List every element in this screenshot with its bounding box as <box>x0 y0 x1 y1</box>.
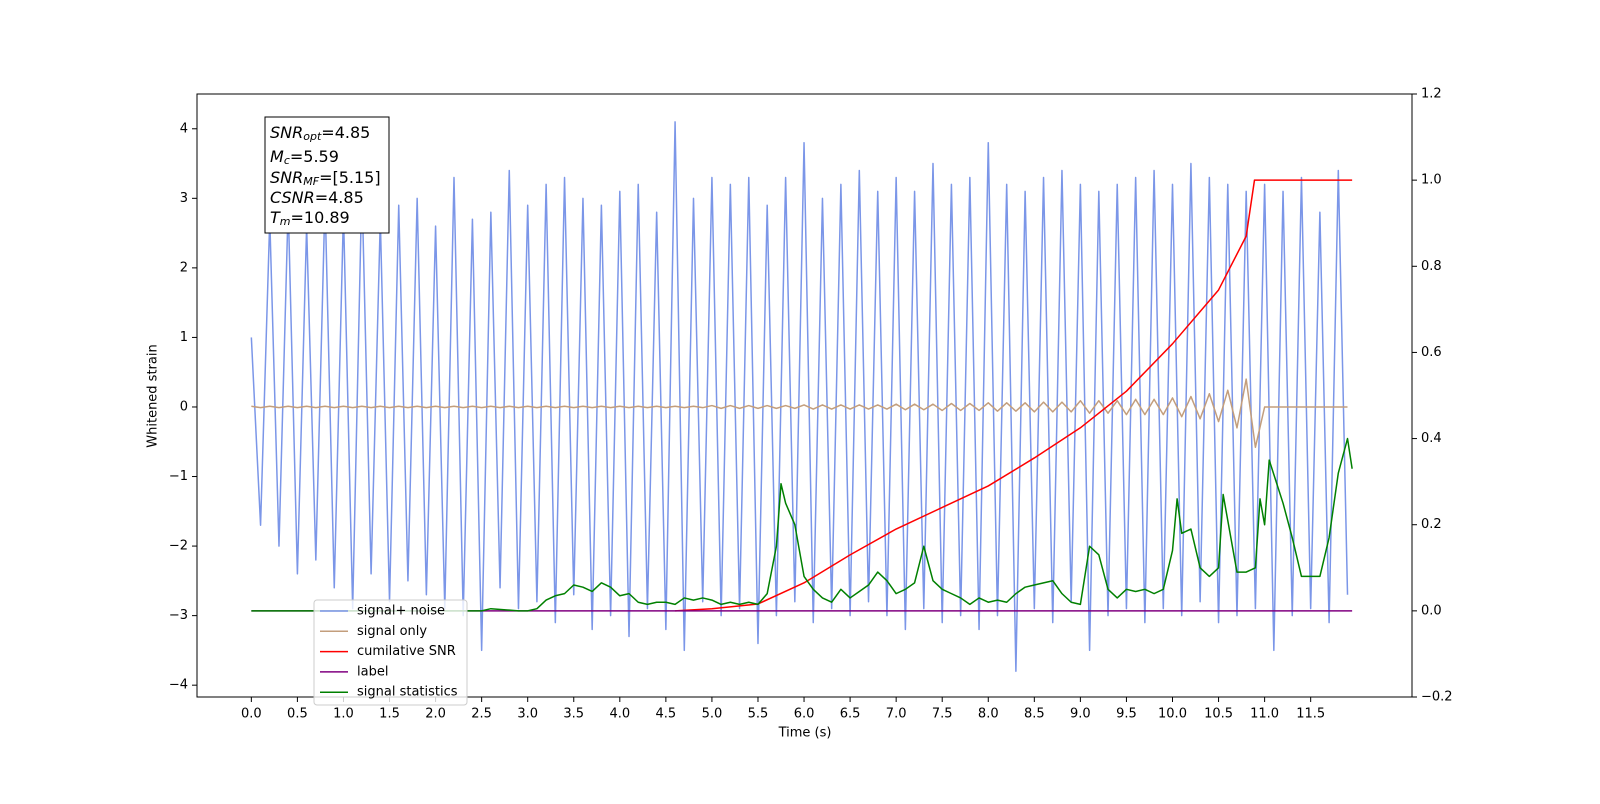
series-line <box>675 179 1353 612</box>
x-tick-label: 2.0 <box>425 707 446 722</box>
series-line <box>251 437 1353 612</box>
annotation-value: =4.85 <box>321 123 370 142</box>
x-tick-label: 6.0 <box>794 707 815 722</box>
x-tick-label: 2.5 <box>471 707 492 722</box>
annotation-line: Mc=5.59 <box>270 147 339 168</box>
x-tick-label: 5.5 <box>748 707 769 722</box>
annotation-symbol: M <box>270 147 284 166</box>
x-tick-label: 4.5 <box>656 707 677 722</box>
legend: signal+ noise signal only cumilative SNR la… <box>313 599 468 706</box>
x-axis-label: Time (s) <box>778 726 832 741</box>
y2-tick-label: 0.0 <box>1421 603 1442 618</box>
annotation-subscript: c <box>284 154 290 167</box>
x-tick-label: 3.5 <box>563 707 584 722</box>
y2-tick-label: 1.0 <box>1421 173 1442 188</box>
y-axis-label: Whitened strain <box>146 344 161 447</box>
x-tick-label: 8.0 <box>978 707 999 722</box>
legend-label: label <box>357 664 388 679</box>
y-tick-label: −3 <box>169 608 188 623</box>
y-tick-label: 4 <box>180 121 188 136</box>
y2-tick-label: −0.2 <box>1421 690 1453 705</box>
annotation-value: =[5.15] <box>319 168 381 187</box>
x-tick-label: 0.5 <box>287 707 308 722</box>
x-tick-label: 10.0 <box>1158 707 1187 722</box>
y2-tick-label: 0.6 <box>1421 345 1442 360</box>
y2-tick-label: 1.2 <box>1421 87 1442 102</box>
annotation-lines: SNRopt=4.85Mc=5.59SNRMF=[5.15]CSNR=4.85T… <box>270 123 381 229</box>
y2-tick-label: 0.8 <box>1421 259 1442 274</box>
x-tick-label: 5.0 <box>702 707 723 722</box>
x-tick-label: 11.0 <box>1250 707 1279 722</box>
annotation-frame <box>264 116 390 234</box>
x-tick-label: 10.5 <box>1204 707 1233 722</box>
annotation-line: Tm=10.89 <box>270 208 350 229</box>
annotation-line: SNRopt=4.85 <box>270 123 370 144</box>
x-tick-label: 3.0 <box>517 707 538 722</box>
annotation-symbol: CSNR <box>270 188 315 207</box>
y-tick-label: 2 <box>180 260 188 275</box>
y-tick-label: −2 <box>169 539 188 554</box>
y-tick-label: 0 <box>180 399 188 414</box>
x-tick-label: 9.0 <box>1070 707 1091 722</box>
x-tick-label: 6.5 <box>840 707 861 722</box>
legend-label: signal statistics <box>357 685 458 700</box>
legend-frame <box>313 599 468 706</box>
annotation-value: =4.85 <box>315 188 364 207</box>
y-tick-label: 3 <box>180 191 188 206</box>
x-tick-label: 4.0 <box>609 707 630 722</box>
x-tick-label: 1.0 <box>333 707 354 722</box>
annotation-subscript: m <box>280 215 291 228</box>
annotation-subscript: MF <box>303 175 319 188</box>
x-tick-label: 11.5 <box>1296 707 1325 722</box>
y-tick-label: 1 <box>180 330 188 345</box>
series-line <box>250 121 1349 673</box>
x-tick-label: 8.5 <box>1024 707 1045 722</box>
ticks: 0.0 0.5 1.0 1.5 2.0 2.5 3.0 3.5 4.0 4.5 5.0 5.5 6.0 6… <box>169 87 1453 722</box>
x-tick-label: 7.5 <box>932 707 953 722</box>
annotation-value: =5.59 <box>290 147 339 166</box>
x-tick-label: 9.5 <box>1116 707 1137 722</box>
series-line <box>251 378 1348 449</box>
x-tick-label: 1.5 <box>379 707 400 722</box>
y-tick-label: −1 <box>169 469 188 484</box>
annotation-subscript: opt <box>303 130 322 143</box>
y2-tick-label: 0.2 <box>1421 517 1442 532</box>
x-tick-label: 0.0 <box>241 707 262 722</box>
annotation-line: CSNR=4.85 <box>270 188 364 207</box>
legend-label: signal+ noise <box>357 604 445 619</box>
annotation-symbol: SNR <box>270 123 303 142</box>
legend-label: cumilative SNR <box>357 644 456 659</box>
y-tick-label: −4 <box>169 678 188 693</box>
annotation-symbol: T <box>270 208 281 227</box>
annotation-value: =10.89 <box>291 208 350 227</box>
annotation-box: SNRopt=4.85Mc=5.59SNRMF=[5.15]CSNR=4.85T… <box>264 116 390 234</box>
annotation-symbol: SNR <box>270 168 303 187</box>
y2-tick-label: 0.4 <box>1421 431 1442 446</box>
annotation-line: SNRMF=[5.15] <box>270 168 381 189</box>
x-tick-label: 7.0 <box>886 707 907 722</box>
legend-label: signal only <box>357 624 427 639</box>
